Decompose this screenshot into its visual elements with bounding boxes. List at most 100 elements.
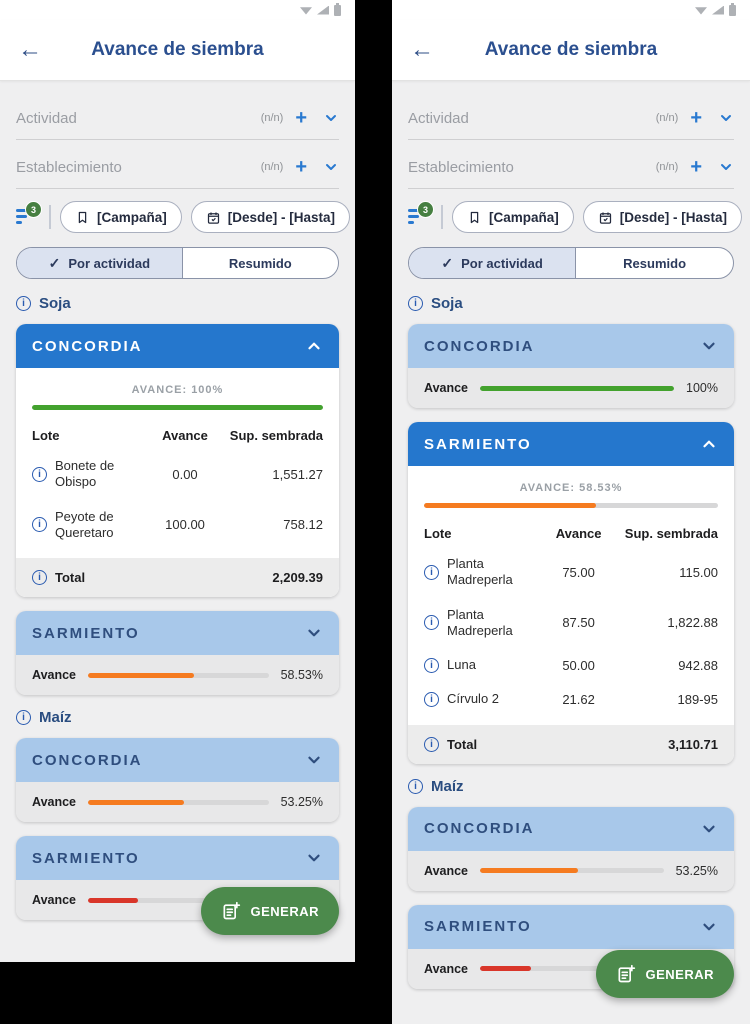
table-header: Lote Avance Sup. sembrada [424,520,718,547]
total-label: Total [447,736,478,752]
info-icon[interactable] [32,466,47,482]
section-label: Soja [39,295,71,312]
avance-value: 100.00 [165,517,205,533]
info-icon[interactable] [424,615,439,631]
card-sarmiento-soja: SARMIENTO AVANCE: 58.53% Lote Avance Sup… [408,422,734,764]
info-icon[interactable] [16,296,31,311]
card-header[interactable]: CONCORDIA [408,324,734,368]
chip-campana[interactable]: [Campaña] [452,201,574,233]
signal-icon [317,5,329,15]
sup-value: 1,551.27 [272,466,323,482]
info-icon[interactable] [424,736,439,752]
generar-label: GENERAR [250,903,319,919]
card-header[interactable]: CONCORDIA [16,324,339,368]
toggle-label: Resumido [228,255,292,271]
generar-button[interactable]: GENERAR [201,887,339,935]
field-actividad[interactable]: Actividad (n/n) [16,97,339,140]
section-maiz: Maíz [408,778,734,795]
col-avance: Avance [555,526,602,541]
info-icon[interactable] [424,691,439,707]
progress-bar [88,897,269,903]
progress-bar [480,868,664,873]
avance-label: Avance [32,893,77,907]
field-count: (n/n) [655,161,679,173]
info-icon[interactable] [408,778,423,794]
back-arrow-icon[interactable] [18,38,42,62]
col-lote: Lote [424,526,452,541]
app-bar: Avance de siembra [0,20,355,81]
lote-name: Círvulo 2 [447,691,500,707]
plus-icon[interactable] [295,108,307,128]
sup-value: 1,822.88 [667,615,718,631]
avance-value: 21.62 [562,691,595,707]
filter-lines-icon[interactable]: 3 [16,201,42,227]
view-toggle: Por actividad Resumido [408,247,734,279]
lote-name: Peyote de Queretaro [55,508,114,540]
card-header[interactable]: SARMIENTO [16,611,339,655]
sup-value: 189-95 [677,691,718,707]
avance-label: Avance [32,795,77,809]
card-header[interactable]: SARMIENTO [408,422,734,466]
generar-button[interactable]: GENERAR [596,950,734,998]
plus-icon[interactable] [690,108,702,128]
info-icon[interactable] [408,296,423,311]
info-icon[interactable] [424,657,439,673]
chevron-down-icon[interactable] [323,110,339,126]
card-summary: Avance 53.25% [16,782,339,822]
table-row: Planta Madreperla 87.50 1,822.88 [424,598,718,649]
toggle-resumido[interactable]: Resumido [576,248,733,278]
field-actividad[interactable]: Actividad (n/n) [408,97,734,140]
field-label: Actividad [408,109,469,127]
chip-label: [Campaña] [97,209,167,225]
info-icon[interactable] [32,570,47,585]
page-title: Avance de siembra [484,39,658,60]
view-toggle: Por actividad Resumido [16,247,339,279]
card-concordia-soja: CONCORDIA AVANCE: 100% Lote Avance Sup. … [16,324,339,597]
sup-value: 942.88 [678,657,718,673]
chip-campana[interactable]: [Campaña] [60,201,182,233]
phone-screen-right: Avance de siembra Actividad (n/n) Establ… [392,0,750,1024]
field-establecimiento[interactable]: Establecimiento (n/n) [408,146,734,189]
card-title: CONCORDIA [424,820,535,837]
info-icon[interactable] [16,710,31,725]
divider [49,205,51,229]
progress-fill [480,966,531,971]
total-row: Total 2,209.39 [16,558,339,597]
toggle-por-actividad[interactable]: Por actividad [17,248,183,278]
card-header[interactable]: SARMIENTO [408,904,734,949]
info-icon[interactable] [424,564,439,580]
lote-name: Planta Madreperla [447,556,513,588]
progress-fill [32,405,323,410]
chevron-down-icon[interactable] [718,159,734,175]
chip-fechas[interactable]: [Desde] - [Hasta] [582,201,743,233]
progress-pct: 100% [686,381,718,395]
table-row: Peyote de Queretaro 100.00 758.12 [32,500,323,551]
battery-icon [729,2,736,16]
check-icon [441,255,453,272]
table-row: Bonete de Obispo 0.00 1,551.27 [32,449,323,500]
progress-bar [424,503,718,508]
filter-lines-icon[interactable]: 3 [408,201,434,227]
card-header[interactable]: SARMIENTO [16,836,339,880]
card-header[interactable]: CONCORDIA [408,806,734,851]
card-header[interactable]: CONCORDIA [16,738,339,782]
chevron-down-icon [703,923,715,930]
field-establecimiento[interactable]: Establecimiento (n/n) [16,146,339,189]
chevron-down-icon[interactable] [323,159,339,175]
plus-icon[interactable] [295,157,307,177]
toggle-resumido[interactable]: Resumido [183,248,338,278]
bookmark-icon [78,211,87,223]
avance-value: 0.00 [172,466,198,482]
chip-fechas[interactable]: [Desde] - [Hasta] [190,201,351,233]
chevron-down-icon [308,629,320,637]
chevron-down-icon[interactable] [718,110,734,126]
card-title: CONCORDIA [32,751,143,769]
table-row: Círvulo 2 21.62 189-95 [424,682,718,716]
toggle-por-actividad[interactable]: Por actividad [409,248,577,278]
progress-fill [424,503,597,508]
field-label: Establecimiento [408,158,514,176]
plus-icon[interactable] [690,157,702,177]
back-arrow-icon[interactable] [410,38,434,62]
info-icon[interactable] [32,517,47,533]
lote-name: Luna [447,657,476,672]
